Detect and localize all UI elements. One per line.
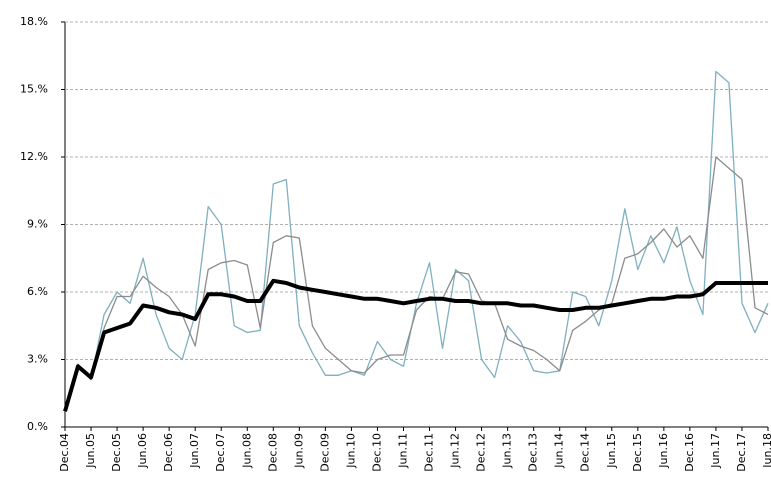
y-tick-label: 9.%	[27, 218, 48, 231]
x-tick-label: Dec.17	[735, 433, 748, 472]
line-series	[64, 156, 769, 412]
x-tick-label: Dec.09	[318, 433, 331, 472]
x-tick-label: Jun.14	[553, 433, 566, 469]
x-tick-label: Dec.13	[527, 433, 540, 472]
x-tick-label: Dec.11	[423, 433, 436, 472]
y-tick-label: 15.%	[20, 83, 48, 96]
x-tick-label: Jun.16	[657, 433, 670, 469]
y-tick-label: 12.%	[20, 150, 48, 163]
x-tick-label: Jun.15	[605, 433, 618, 469]
x-tick-label: Jun.07	[188, 433, 201, 469]
x-tick-label: Jun.17	[709, 433, 722, 469]
x-tick-label: Jun.06	[136, 433, 149, 469]
x-tick-label: Dec.07	[214, 433, 227, 472]
x-tick-label: Jun.11	[396, 433, 409, 469]
x-tick-label: Jun.10	[344, 433, 357, 469]
x-tick-label: Dec.10	[370, 433, 383, 472]
x-tick-label: Jun.05	[84, 433, 97, 469]
y-tick-label: 3.%	[27, 353, 48, 366]
x-tick-label: Dec.06	[162, 433, 175, 472]
x-tick-label: Jun.12	[449, 433, 462, 469]
x-tick-label: Jun.18	[761, 433, 771, 469]
y-tick-label: 0.%	[27, 420, 48, 433]
x-tick-label: Dec.05	[110, 433, 123, 472]
line-series	[64, 70, 769, 412]
x-tick-label: Dec.14	[579, 433, 592, 472]
x-tick-label: Dec.12	[475, 433, 488, 472]
y-tick-label: 6.%	[27, 285, 48, 298]
x-tick-label: Dec.08	[266, 433, 279, 472]
x-tick-label: Dec.15	[631, 433, 644, 472]
x-tick-label: Dec.16	[683, 433, 696, 472]
x-tick-label: Jun.09	[292, 433, 305, 469]
x-tick-label: Jun.08	[240, 433, 253, 469]
line-series	[63, 278, 768, 412]
y-tick-label: 18.%	[20, 15, 48, 28]
x-tick-label: Dec.04	[58, 433, 71, 472]
x-tick-label: Jun.13	[501, 433, 514, 469]
